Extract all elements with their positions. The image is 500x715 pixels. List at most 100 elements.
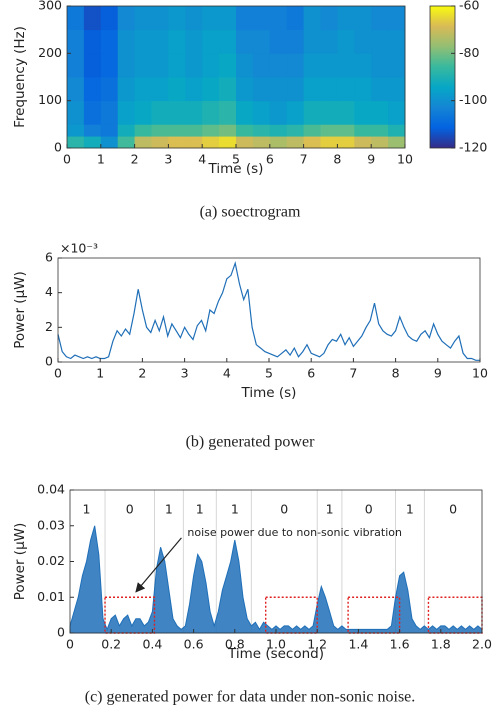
- heat-cell: [320, 136, 338, 149]
- y-tick-label: 4: [45, 284, 53, 299]
- heat-cell: [337, 53, 355, 78]
- heat-cell: [185, 136, 203, 149]
- heat-cell: [134, 77, 152, 102]
- bit-label: 1: [231, 502, 239, 517]
- x-tick-label: 9: [434, 366, 442, 381]
- heat-cell: [269, 77, 288, 102]
- y-tick-label: 0: [45, 354, 53, 369]
- heat-cell: [185, 124, 203, 137]
- y-tick-label: 200: [38, 45, 62, 60]
- heat-cell: [100, 124, 119, 137]
- heat-cell: [337, 124, 355, 137]
- heat-cell: [83, 136, 102, 149]
- heat-cell: [202, 124, 220, 137]
- heat-cell: [303, 53, 321, 78]
- heat-cell: [83, 6, 102, 31]
- heat-cell: [219, 53, 237, 78]
- heat-cell: [83, 29, 102, 54]
- heat-cell: [134, 100, 152, 125]
- heat-cell: [67, 100, 85, 125]
- heat-cell: [83, 100, 102, 125]
- heat-cell: [354, 100, 372, 125]
- heat-cell: [354, 53, 372, 78]
- heat-cell: [134, 29, 152, 54]
- heat-cell: [269, 53, 288, 78]
- x-tick-label: 0: [66, 637, 74, 652]
- x-tick-label: 6: [266, 152, 274, 167]
- heat-cell: [337, 77, 355, 102]
- y-tick-label: 2: [45, 319, 53, 334]
- heat-cell: [117, 124, 135, 137]
- heat-cell: [219, 124, 237, 137]
- caption: (b) generated power: [186, 434, 315, 451]
- heat-cell: [168, 77, 186, 102]
- x-tick-label: 8: [392, 366, 400, 381]
- heat-cell: [100, 53, 119, 78]
- heat-cell: [388, 77, 406, 102]
- heat-cell: [168, 6, 186, 31]
- heat-cell: [286, 77, 304, 102]
- x-tick-label: 4: [198, 152, 206, 167]
- y-tick-label: 0.03: [37, 517, 65, 532]
- caption: (c) generated power for data under non-s…: [85, 689, 416, 706]
- heat-cell: [388, 136, 406, 149]
- heat-cell: [134, 136, 152, 149]
- heat-cell: [286, 6, 304, 31]
- heat-cell: [371, 136, 389, 149]
- heat-cell: [100, 6, 119, 31]
- heat-cell: [117, 100, 135, 125]
- y-axis-label: Frequency (Hz): [12, 26, 28, 128]
- bit-label: 1: [165, 502, 173, 517]
- colorbar-tick-label: -120: [459, 140, 487, 155]
- heat-cell: [83, 124, 102, 137]
- heat-cell: [388, 124, 406, 137]
- heat-cell: [269, 124, 288, 137]
- heat-cell: [117, 136, 135, 149]
- bit-label: 0: [280, 502, 288, 517]
- heat-cell: [337, 29, 355, 54]
- heat-cell: [117, 6, 135, 31]
- heat-cell: [388, 100, 406, 125]
- heat-cell: [320, 124, 338, 137]
- x-tick-label: 7: [349, 366, 357, 381]
- heat-cell: [168, 124, 186, 137]
- y-tick-label: 100: [38, 92, 62, 107]
- heat-cell: [269, 136, 288, 149]
- bit-label: 1: [326, 502, 334, 517]
- heat-cell: [236, 100, 254, 125]
- heat-cell: [252, 29, 271, 54]
- heat-cell: [168, 53, 186, 78]
- heat-cell: [185, 6, 203, 31]
- heat-cell: [83, 53, 102, 78]
- heat-cell: [354, 29, 372, 54]
- heat-cell: [100, 100, 119, 125]
- y-tick-label: 6: [45, 250, 53, 265]
- annotation: noise power due to non-sonic vibration: [187, 526, 402, 539]
- heat-cell: [83, 77, 102, 102]
- heat-cell: [252, 53, 271, 78]
- colorbar: [429, 5, 456, 149]
- x-tick-label: 0.4: [142, 637, 162, 652]
- heat-cell: [185, 100, 203, 125]
- y-tick-label: 0.02: [37, 553, 65, 568]
- heat-cell: [269, 6, 288, 31]
- x-tick-label: 0: [63, 152, 71, 167]
- colorbar-tick-label: -80: [459, 45, 479, 60]
- x-tick-label: 2.0: [472, 637, 492, 652]
- x-tick-label: 10: [397, 152, 413, 167]
- heat-cell: [303, 136, 321, 149]
- heat-cell: [252, 100, 271, 125]
- heat-cell: [134, 53, 152, 78]
- heat-cell: [354, 6, 372, 31]
- heat-cell: [202, 53, 220, 78]
- y-tick-label: 0: [54, 140, 62, 155]
- x-tick-label: 5: [265, 366, 273, 381]
- heat-cell: [202, 100, 220, 125]
- heat-cell: [371, 53, 389, 78]
- y-scale-label: ×10⁻³: [60, 241, 98, 256]
- x-tick-label: 2: [138, 366, 146, 381]
- heat-cell: [100, 29, 119, 54]
- heat-cell: [303, 29, 321, 54]
- heat-cell: [168, 29, 186, 54]
